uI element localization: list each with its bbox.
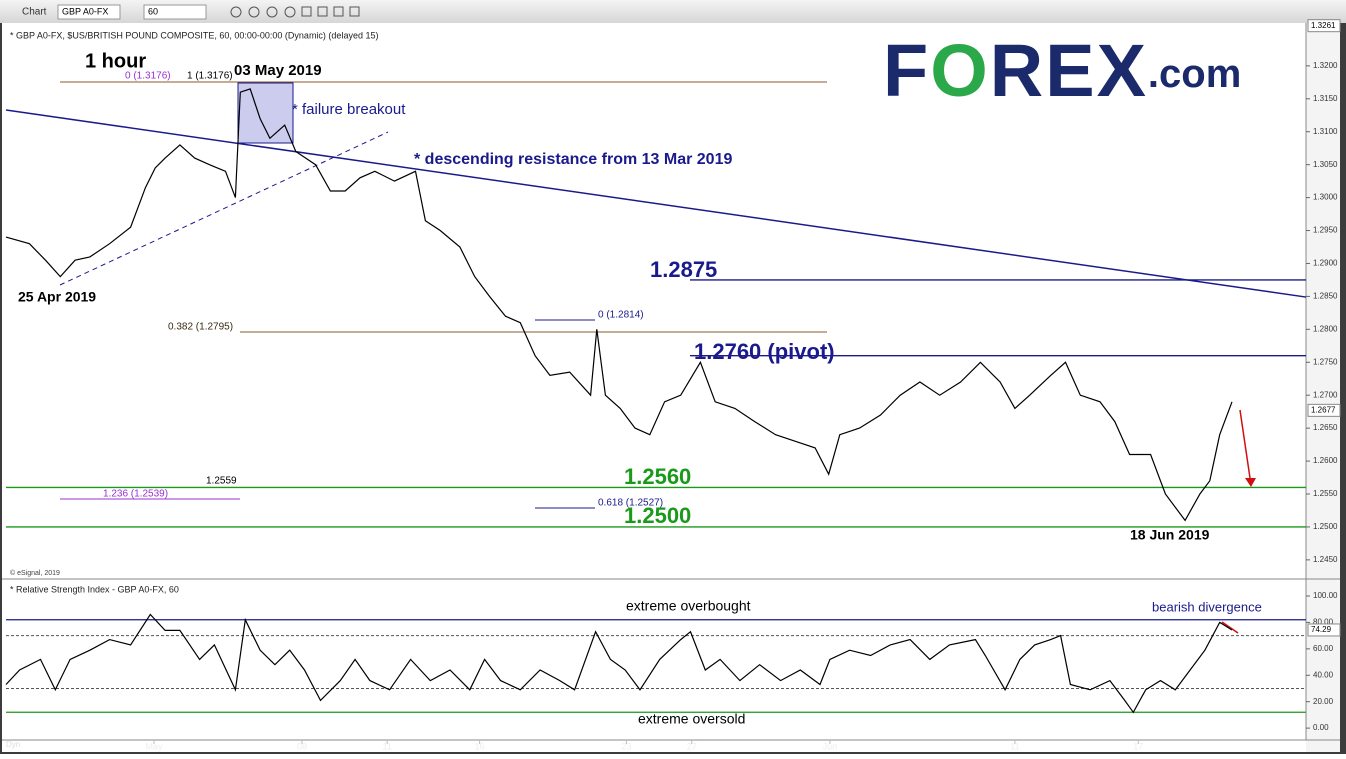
drawing-tools [59, 81, 1256, 634]
level-label: 1.2760 (pivot) [694, 339, 835, 364]
x-tick-label: Jun [823, 741, 838, 751]
y-tick-label: 1.3150 [1313, 94, 1338, 103]
price-line [5, 88, 1233, 522]
x-tick-label: 27 [687, 741, 697, 751]
y-tick-label: 1.2500 [1313, 522, 1338, 531]
annotation: 1 (1.3176) [187, 71, 233, 82]
level-label: 1.2875 [650, 257, 717, 282]
top-price: 1.3261 [1311, 21, 1336, 30]
resistance-line [5, 109, 1307, 298]
logo-part: F [883, 29, 930, 112]
annotation: 18 Jun 2019 [1130, 527, 1210, 543]
x-tick-label: 11 [382, 741, 391, 751]
interval-input[interactable]: 60 [148, 6, 158, 16]
annotation: 1.236 (1.2539) [103, 489, 168, 500]
y-tick-label: 1.2700 [1313, 390, 1338, 399]
annotation: 1 hour [85, 50, 146, 72]
logo-part: .com [1148, 52, 1241, 96]
top-price-box [1307, 19, 1341, 33]
app-label[interactable]: Chart [22, 7, 47, 18]
annotation: extreme overbought [626, 598, 751, 614]
logo: FOREX.com [883, 29, 1241, 112]
y-tick-label: 1.2550 [1313, 489, 1338, 498]
chart-header: * GBP A0-FX, $US/BRITISH POUND COMPOSITE… [10, 30, 378, 40]
annotation: 1.2559 [206, 476, 237, 487]
y-tick-label: 1.2750 [1313, 357, 1338, 366]
level-label: 1.2500 [624, 503, 691, 528]
y-tick-label: 1.3000 [1313, 193, 1338, 202]
logo-part: O [930, 29, 990, 112]
annotation: * failure breakout [292, 101, 406, 118]
symbol-input[interactable]: GBP A0-FX [62, 6, 108, 16]
annotation: 03 May 2019 [234, 62, 322, 79]
logo-part: REX [990, 29, 1148, 112]
annotation: * descending resistance from 13 Mar 2019 [414, 151, 732, 168]
level-label: 1.2560 [624, 464, 691, 489]
annotation: 0.382 (1.2795) [168, 322, 233, 333]
x-tick-label: 17 [1133, 741, 1143, 751]
y-tick-label: 1.3100 [1313, 127, 1338, 136]
x-tick-label: 23 [621, 741, 631, 751]
y-tick-label: 1.2950 [1313, 226, 1338, 235]
y-tick-label: 20.00 [1313, 697, 1334, 706]
symbol-box[interactable] [57, 4, 121, 20]
footer-label: Dyn [6, 740, 20, 749]
annotation: 0 (1.2814) [598, 310, 644, 321]
x-tick-label: May [145, 741, 163, 751]
breakout-box [237, 82, 294, 144]
y-tick-label: 1.2600 [1313, 456, 1338, 465]
price-line [5, 613, 1233, 714]
x-tick-label: 11 [1010, 741, 1019, 751]
toolbar-icons[interactable] [230, 6, 360, 18]
divergence-arrow [1221, 621, 1239, 634]
last-price: 1.2677 [1311, 405, 1336, 414]
y-tick-label: 1.2650 [1313, 423, 1338, 432]
annotation: bearish divergence [1152, 599, 1262, 614]
x-tick-label: 16 [475, 741, 485, 751]
y-tick-label: 1.2900 [1313, 259, 1338, 268]
y-tick-label: 0.00 [1313, 723, 1329, 732]
y-tick-label: 1.2850 [1313, 292, 1338, 301]
last-value: 74.29 [1311, 625, 1332, 634]
forecast-arrow [1239, 409, 1251, 479]
arrow-head [1245, 478, 1256, 487]
annotation: 0 (1.3176) [125, 71, 171, 82]
y-tick-label: 80.00 [1313, 618, 1334, 627]
last-value-box [1307, 623, 1341, 637]
toolbar [0, 0, 1346, 23]
y-tick-label: 1.3200 [1313, 61, 1338, 70]
y-tick-label: 1.2800 [1313, 324, 1338, 333]
chart-area [2, 23, 1340, 752]
y-tick-label: 1.3050 [1313, 160, 1338, 169]
interval-box[interactable] [143, 4, 207, 20]
y-tick-label: 1.2450 [1313, 555, 1338, 564]
credit: © eSignal, 2019 [10, 569, 60, 577]
y-tick-label: 40.00 [1313, 670, 1334, 679]
y-tick-label: 60.00 [1313, 644, 1334, 653]
annotation: 25 Apr 2019 [18, 289, 96, 305]
last-price-box [1307, 403, 1341, 417]
x-tick-label: 08 [297, 741, 307, 751]
y-tick-label: 100.00 [1313, 591, 1338, 600]
annotation: extreme oversold [638, 711, 745, 727]
rsi-title: * Relative Strength Index - GBP A0-FX, 6… [10, 584, 179, 594]
annotation: 0.618 (1.2527) [598, 498, 663, 509]
